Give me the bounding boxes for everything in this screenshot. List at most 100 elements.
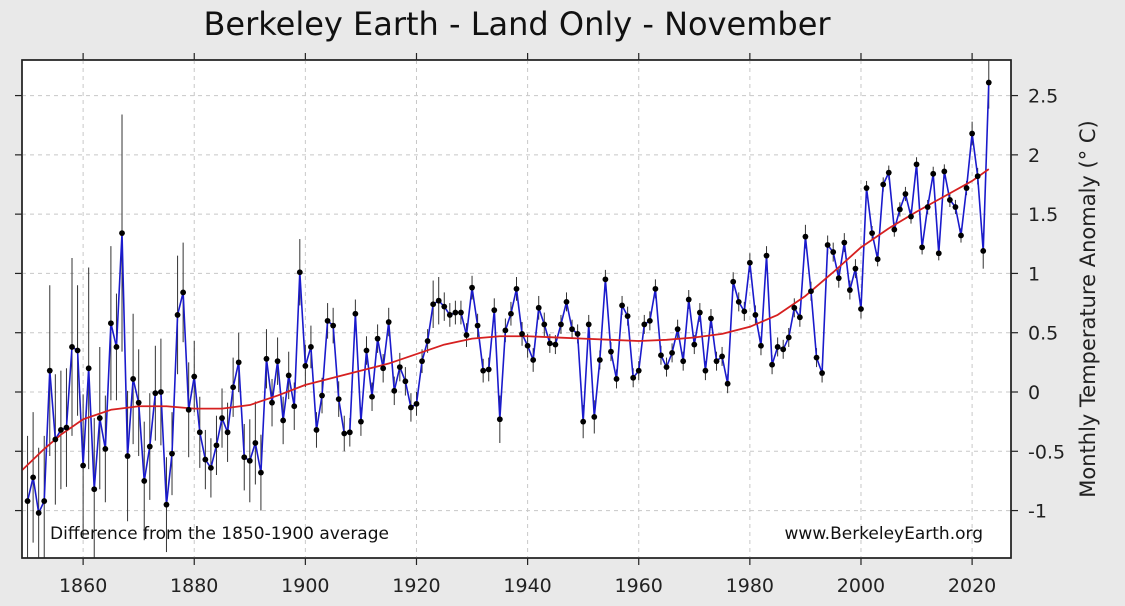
y-tick-label: 0.5 xyxy=(1028,323,1058,345)
data-point xyxy=(385,319,392,325)
axis-ticks: 1860 1880 1900 1920 1940 1960 1980 2000 2020 2.5 2… xyxy=(15,53,1065,597)
data-point xyxy=(574,331,581,337)
data-point xyxy=(746,259,753,266)
data-point xyxy=(524,342,531,349)
data-point xyxy=(369,393,375,400)
data-point xyxy=(780,346,787,353)
data-point xyxy=(352,310,359,317)
data-point xyxy=(41,498,48,504)
data-point xyxy=(880,181,887,188)
data-point xyxy=(452,309,459,316)
data-point xyxy=(458,309,464,316)
data-point xyxy=(841,239,848,246)
data-point xyxy=(541,321,548,328)
data-point xyxy=(146,443,153,450)
data-point xyxy=(252,440,259,446)
data-point xyxy=(135,399,142,406)
data-point xyxy=(908,213,914,220)
data-point xyxy=(513,285,520,292)
data-point xyxy=(196,429,203,436)
data-point xyxy=(519,331,525,337)
data-point xyxy=(958,232,964,239)
data-point xyxy=(57,427,64,433)
data-point xyxy=(335,396,342,403)
data-point xyxy=(313,427,320,433)
data-point xyxy=(963,185,970,191)
data-point xyxy=(502,327,509,334)
data-point xyxy=(552,341,559,348)
data-point xyxy=(941,168,948,175)
data-point xyxy=(324,317,331,324)
data-point xyxy=(635,367,642,374)
data-point xyxy=(30,474,37,481)
data-point xyxy=(435,297,442,304)
data-point xyxy=(63,424,70,431)
data-point xyxy=(374,335,381,342)
data-points xyxy=(24,79,992,516)
data-point xyxy=(158,389,164,395)
data-point xyxy=(169,450,175,457)
data-point xyxy=(569,326,575,333)
data-point xyxy=(113,344,120,350)
data-point xyxy=(124,453,131,459)
data-point xyxy=(685,296,692,303)
data-point xyxy=(980,248,987,254)
data-point xyxy=(308,344,314,350)
data-point xyxy=(24,498,31,504)
data-point xyxy=(291,403,298,410)
data-point xyxy=(213,442,220,449)
y-tick-label: 2 xyxy=(1028,145,1040,167)
data-point xyxy=(846,287,853,293)
data-point xyxy=(558,321,564,328)
data-point xyxy=(163,501,170,508)
data-point xyxy=(491,307,498,314)
data-point xyxy=(496,416,503,423)
y-axis-label: Monthly Temperature Anomaly (° C) xyxy=(1076,120,1100,497)
data-point xyxy=(946,197,953,203)
data-point xyxy=(930,170,937,177)
data-point xyxy=(530,357,537,363)
y-tick-label: 0 xyxy=(1028,382,1040,404)
data-point xyxy=(396,364,403,370)
data-point xyxy=(646,317,653,324)
data-point xyxy=(835,275,842,282)
data-point xyxy=(669,349,675,356)
data-point xyxy=(285,372,292,379)
x-tick-label: 1980 xyxy=(726,575,774,597)
data-point xyxy=(696,309,703,316)
gridlines xyxy=(22,60,1011,558)
x-tick-label: 1920 xyxy=(392,575,440,597)
data-point xyxy=(824,242,831,248)
data-point xyxy=(674,326,681,333)
y-tick-label: -0.5 xyxy=(1028,441,1065,463)
data-point xyxy=(796,314,803,321)
data-point xyxy=(241,454,248,461)
data-point xyxy=(885,169,892,176)
data-point xyxy=(619,302,625,309)
data-point xyxy=(919,244,926,251)
chart-title: Berkeley Earth - Land Only - November xyxy=(203,5,831,43)
data-point xyxy=(858,306,864,312)
data-point xyxy=(208,464,214,471)
data-point xyxy=(602,276,609,283)
data-point xyxy=(724,380,731,387)
data-point xyxy=(624,313,631,320)
plot-area xyxy=(21,59,1012,559)
data-point xyxy=(185,406,192,413)
data-point xyxy=(235,359,242,366)
data-point xyxy=(819,370,825,376)
data-point xyxy=(763,252,770,259)
data-point xyxy=(107,320,114,327)
data-point xyxy=(591,414,598,420)
data-point xyxy=(563,298,570,305)
data-point xyxy=(791,304,798,311)
data-point xyxy=(141,478,148,484)
y-tick-label: -1 xyxy=(1028,501,1047,523)
data-point xyxy=(974,173,981,180)
data-point xyxy=(296,269,303,276)
data-point xyxy=(608,348,614,355)
data-point xyxy=(913,161,920,168)
data-point xyxy=(152,390,159,397)
